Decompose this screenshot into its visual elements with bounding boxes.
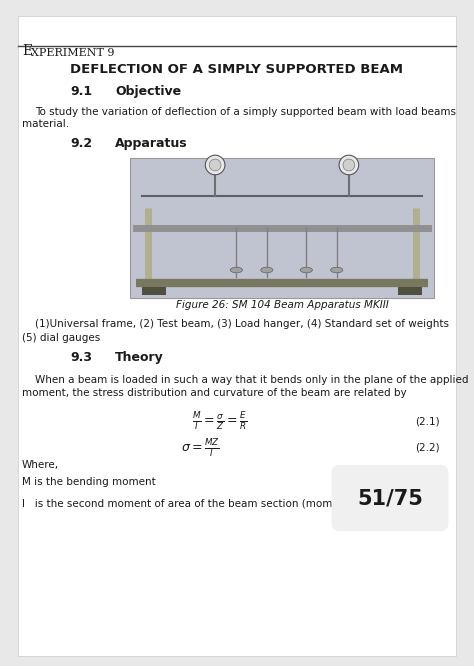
Ellipse shape: [261, 267, 273, 273]
Circle shape: [205, 155, 225, 174]
Text: Where,: Where,: [22, 460, 59, 470]
Text: Theory: Theory: [115, 351, 164, 364]
Text: (5) dial gauges: (5) dial gauges: [22, 333, 100, 343]
Text: 51/75: 51/75: [357, 488, 423, 508]
Text: moment, the stress distribution and curvature of the beam are related by: moment, the stress distribution and curv…: [22, 388, 407, 398]
Text: 9.1: 9.1: [70, 85, 92, 98]
Text: To study the variation of deflection of a simply supported beam with load beams: To study the variation of deflection of …: [35, 107, 456, 117]
Text: I   is the second moment of area of the beam section (moment of inertia): I is the second moment of area of the be…: [22, 499, 404, 509]
Text: E: E: [22, 44, 32, 58]
Ellipse shape: [230, 267, 243, 273]
Text: $\sigma = \frac{MZ}{I}$: $\sigma = \frac{MZ}{I}$: [181, 437, 219, 459]
Bar: [142, 287, 166, 295]
Text: Figure 26: SM 104 Beam Apparatus MKIII: Figure 26: SM 104 Beam Apparatus MKIII: [176, 300, 388, 310]
Text: (2.1): (2.1): [415, 416, 440, 426]
Circle shape: [339, 155, 359, 174]
Ellipse shape: [300, 267, 312, 273]
Text: (1)Universal frame, (2) Test beam, (3) Load hanger, (4) Standard set of weights: (1)Universal frame, (2) Test beam, (3) L…: [35, 319, 449, 329]
Bar: [130, 158, 434, 298]
Text: (2.2): (2.2): [415, 443, 440, 453]
Bar: [398, 287, 422, 295]
Text: XPERIMENT 9: XPERIMENT 9: [31, 48, 115, 58]
Text: material.: material.: [22, 119, 69, 129]
Text: When a beam is loaded in such a way that it bends only in the plane of the appli: When a beam is loaded in such a way that…: [35, 375, 468, 385]
FancyBboxPatch shape: [332, 465, 448, 531]
Text: 9.3: 9.3: [70, 351, 92, 364]
Text: $\frac{M}{I} = \frac{\sigma}{Z} = \frac{E}{R}$: $\frac{M}{I} = \frac{\sigma}{Z} = \frac{…: [192, 410, 248, 432]
Text: DEFLECTION OF A SIMPLY SUPPORTED BEAM: DEFLECTION OF A SIMPLY SUPPORTED BEAM: [71, 63, 403, 76]
Text: Objective: Objective: [115, 85, 181, 98]
Text: M is the bending moment: M is the bending moment: [22, 477, 156, 487]
Text: Apparatus: Apparatus: [115, 137, 188, 150]
Circle shape: [343, 159, 355, 171]
Circle shape: [209, 159, 221, 171]
Text: 9.2: 9.2: [70, 137, 92, 150]
Ellipse shape: [331, 267, 343, 273]
